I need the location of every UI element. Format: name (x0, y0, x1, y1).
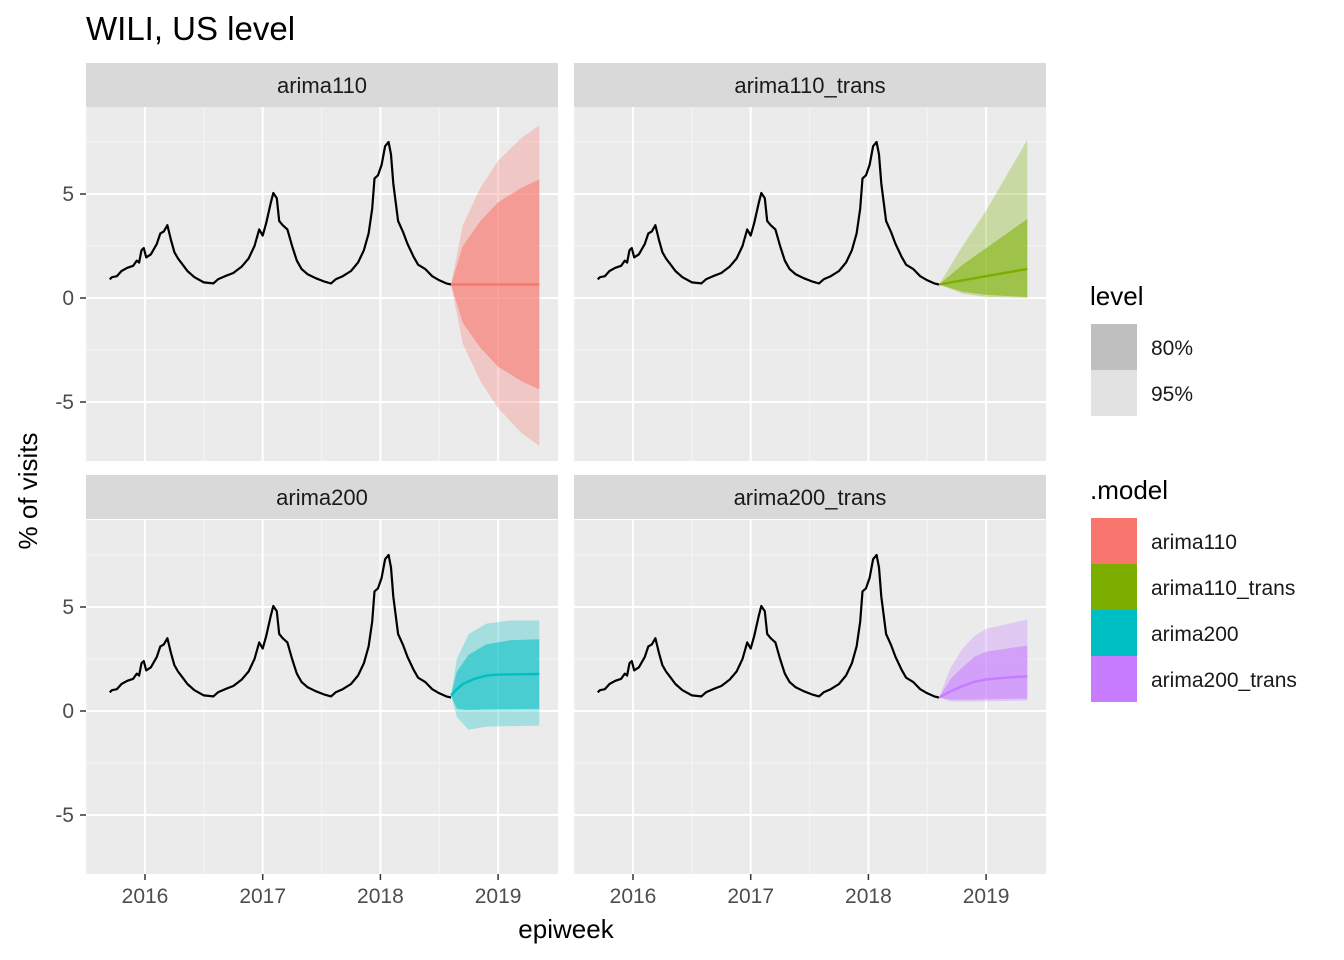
x-tick-label: 2018 (845, 885, 892, 908)
y-tick-label: 5 (62, 183, 74, 206)
legend-key-model (1091, 610, 1137, 656)
legend-label-model: arima110 (1151, 531, 1237, 554)
x-tick-label: 2019 (963, 885, 1010, 908)
observed-series-line (108, 553, 452, 699)
legend-key-level (1091, 324, 1137, 370)
y-axis-label: % of visits (13, 432, 43, 549)
y-tick-label: 0 (62, 700, 74, 723)
y-tick-label: 0 (62, 287, 74, 310)
x-tick-label: 2019 (475, 885, 522, 908)
legend-title-level: level (1090, 281, 1143, 311)
panel-arima200: arima200 (85, 475, 558, 874)
x-axis-label: epiweek (518, 914, 614, 944)
legend-label-model: arima200 (1151, 623, 1239, 646)
x-tick-label: 2016 (610, 885, 657, 908)
y-tick-label: -5 (55, 804, 74, 827)
forecast-interval-80 (939, 219, 1028, 297)
legend: level 80% 95% .model arima110 arima110_transa… (1090, 281, 1297, 702)
panel-arima110: arima110 (85, 63, 558, 461)
facet-strip-label: arima110 (277, 73, 367, 98)
facet-strip (574, 63, 1046, 107)
legend-title-model: .model (1090, 475, 1168, 505)
legend-key-model (1091, 564, 1137, 610)
facet-strip (574, 475, 1046, 519)
forecast-mean-line (938, 267, 1028, 286)
panel-arima200_trans: arima200_trans (573, 475, 1046, 874)
forecast-mean-line (450, 672, 540, 697)
legend-key-model (1091, 656, 1137, 702)
x-tick-label: 2017 (239, 885, 286, 908)
facet-strip-label: arima200 (276, 485, 368, 510)
observed-series-line (596, 140, 940, 286)
legend-key-model (1091, 518, 1137, 564)
facet-strip (86, 63, 558, 107)
x-tick-label: 2016 (122, 885, 169, 908)
legend-label-level: 80% (1151, 337, 1193, 360)
legend-label-level: 95% (1151, 383, 1193, 406)
observed-series-line (108, 140, 452, 286)
legend-key-level (1091, 370, 1137, 416)
legend-label-model: arima200_trans (1151, 669, 1297, 692)
legend-label-model: arima110_trans (1151, 577, 1295, 600)
x-tick-label: 2017 (727, 885, 774, 908)
x-tick-label: 2018 (357, 885, 404, 908)
facet-strip-label: arima200_trans (734, 485, 887, 510)
facet-panels: arima110 arima110_trans arima200 arima200_t… (85, 63, 1046, 874)
y-tick-label: -5 (55, 391, 74, 414)
chart-title: WILI, US level (86, 10, 295, 47)
observed-series-line (596, 553, 940, 699)
facet-strip-label: arima110_trans (734, 73, 885, 98)
facet-strip (86, 475, 558, 519)
axes: -5 0 5 -5 0 5 2016 2017 2018 2019 2016 2017 2018 2019 (55, 183, 1009, 908)
forecast-mean-line (938, 675, 1028, 699)
panel-arima110_trans: arima110_trans (573, 63, 1046, 461)
y-tick-label: 5 (62, 596, 74, 619)
